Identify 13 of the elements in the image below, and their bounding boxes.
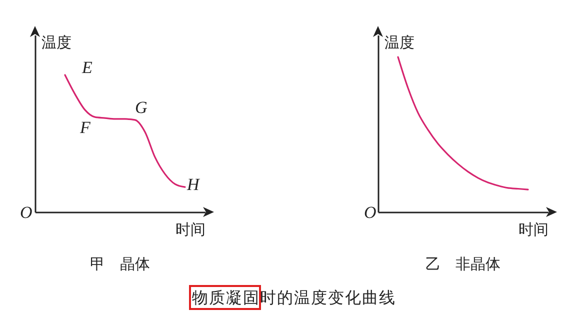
x-axis-title: 时间: [176, 220, 206, 238]
text: O: [364, 203, 376, 222]
text: 物质凝固时的温度变化曲线: [192, 288, 396, 307]
annotation: E: [81, 58, 93, 77]
text: 乙 非晶体: [426, 255, 500, 273]
x-axis-title: 时间: [518, 220, 548, 238]
y-axis-title: 温度: [384, 34, 414, 52]
annotation: G: [135, 98, 148, 117]
text: O: [20, 203, 32, 222]
y-axis-title: 温度: [42, 34, 72, 52]
text: 甲 晶体: [90, 255, 150, 273]
annotation: F: [79, 118, 91, 137]
annotation: H: [186, 175, 201, 194]
